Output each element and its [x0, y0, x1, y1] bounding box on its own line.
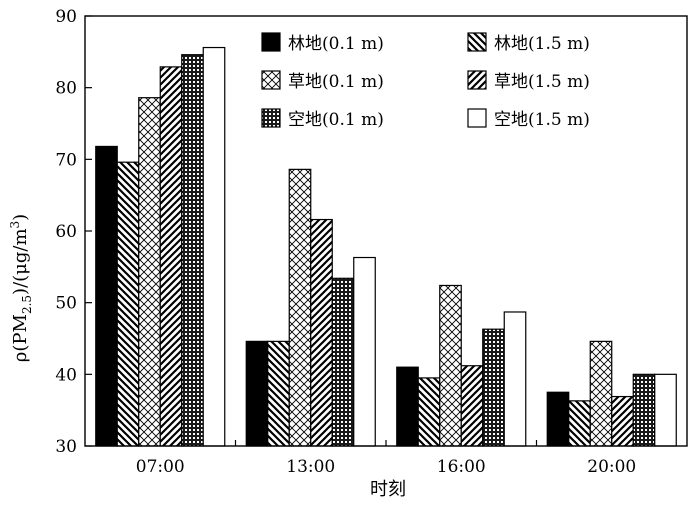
x-tick-label: 20:00	[587, 457, 636, 477]
bar-3-0700	[138, 97, 161, 447]
y-tick-label: 70	[55, 150, 77, 170]
bar-4-0700	[159, 66, 183, 447]
bar-6-0700	[202, 46, 226, 447]
y-tick-label: 80	[55, 79, 77, 99]
bar-5-2000	[632, 373, 656, 447]
svg-text:ρ(PM2.5)/(μg/m3): ρ(PM2.5)/(μg/m3)	[8, 214, 34, 362]
y-tick-label: 30	[55, 437, 77, 457]
bar-5-1300	[331, 277, 355, 447]
bar-5-1600	[482, 328, 505, 447]
x-tick-label: 07:00	[136, 457, 185, 477]
y-axis-title-suffix: )	[10, 214, 31, 221]
bar-1-0700	[95, 145, 118, 447]
bar-4-2000	[611, 395, 634, 447]
bar-3-1300	[288, 168, 312, 447]
y-axis-title: ρ(PM2.5)/(μg/m3)	[8, 214, 34, 362]
y-axis-title-superscript: 3	[8, 221, 22, 229]
x-tick-label: 13:00	[286, 457, 335, 477]
bar-3-1600	[439, 284, 462, 447]
bar-3-2000	[589, 340, 613, 447]
legend-label: 林地(1.5 m)	[494, 34, 590, 54]
x-tick-label: 16:00	[437, 457, 486, 477]
bar-4-1600	[460, 365, 484, 447]
bar-1-1600	[396, 366, 419, 447]
bar-6-2000	[654, 373, 677, 447]
bar-5-0700	[181, 54, 204, 447]
legend: 林地(0.1 m) 林地(1.5 m) 草地(0.1 m) 草地(1.5 m) 空地(0…	[261, 32, 590, 130]
legend-swatch	[467, 70, 487, 90]
legend-swatch	[467, 108, 487, 128]
bar-4-1300	[310, 218, 333, 447]
bar-1-2000	[546, 391, 570, 447]
y-tick-label: 40	[55, 365, 77, 385]
y-tick-label: 60	[55, 222, 77, 242]
bar-2-1600	[417, 377, 441, 447]
bar-2-2000	[568, 400, 591, 447]
y-axis-title-middle: )/(μg/m	[10, 228, 31, 294]
y-tick-label: 90	[55, 7, 77, 27]
y-tick-label: 50	[55, 294, 77, 314]
legend-label: 空地(1.5 m)	[494, 110, 590, 130]
y-axis-title-subscript: 2.5	[20, 295, 34, 314]
plot-frame	[84, 15, 688, 447]
legend-swatch	[261, 70, 281, 90]
legend-label: 林地(0.1 m)	[288, 34, 384, 54]
legend-label: 空地(0.1 m)	[288, 110, 384, 130]
legend-swatch	[467, 32, 487, 52]
legend-swatch	[261, 108, 281, 128]
y-axis-title-prefix: ρ(PM	[10, 314, 31, 362]
bar-6-1300	[353, 256, 376, 447]
bar-2-0700	[116, 161, 140, 447]
bar-2-1300	[267, 340, 290, 447]
bars	[95, 46, 677, 447]
legend-label: 草地(0.1 m)	[288, 72, 384, 92]
legend-label: 草地(1.5 m)	[494, 72, 590, 92]
x-axis-title: 时刻	[370, 479, 406, 500]
bar-6-1600	[503, 311, 527, 447]
legend-swatch	[261, 32, 281, 52]
bar-1-1300	[245, 340, 269, 447]
